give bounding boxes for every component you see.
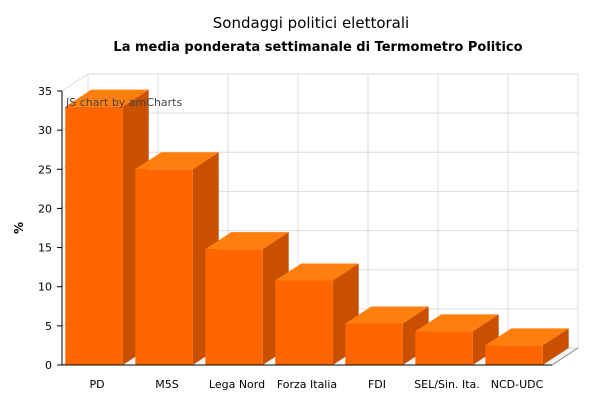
bar[interactable] [345,306,429,365]
bar-top [345,306,429,324]
bar-front [415,331,473,365]
bar[interactable] [485,328,569,365]
y-tick-label: 0 [45,359,52,372]
x-tick-label: Forza Italia [277,378,337,391]
bar-front [485,345,543,365]
y-tick-label: 25 [38,163,52,176]
x-tick-label: PD [89,378,104,391]
bar[interactable] [415,314,499,365]
credit-label[interactable]: JS chart by amCharts [65,96,182,109]
axes: 0 5 10 15 20 25 30 35 PD M5S Lega Nord Forza Italia… [38,85,579,391]
y-tick-label: 35 [38,85,52,98]
y-tick-label: 30 [38,124,52,137]
bar-top [205,232,289,250]
bar-front [65,106,123,366]
bar-top [275,263,359,281]
bar-front [345,323,403,365]
y-tick-label: 10 [38,281,52,294]
x-tick-label: M5S [155,378,178,391]
bar-front [135,169,193,365]
bar-front [275,280,333,365]
y-tick-label: 20 [38,202,52,215]
x-tick-label: SEL/Sin. Ita. [414,378,480,391]
y-tick-label: 15 [38,242,52,255]
bars [65,89,569,366]
x-tick-label: FDI [368,378,386,391]
floor-edge [551,347,579,366]
y-axis-label: % [12,222,26,234]
chart-title: Sondaggi politici elettorali [213,14,409,32]
bar-side [542,328,569,365]
bar[interactable] [275,263,359,365]
bar-front [205,249,263,365]
y-tick-label: 5 [45,320,52,333]
bar-top [65,89,149,107]
bar-top [485,328,569,346]
bar-top [415,314,499,332]
x-tick-label: Lega Nord [209,378,265,391]
bar-top [135,152,219,170]
chart-subtitle: La media ponderata settimanale di Termom… [113,40,522,55]
bar-side [472,314,499,365]
x-tick-label: NCD-UDC [491,378,544,391]
